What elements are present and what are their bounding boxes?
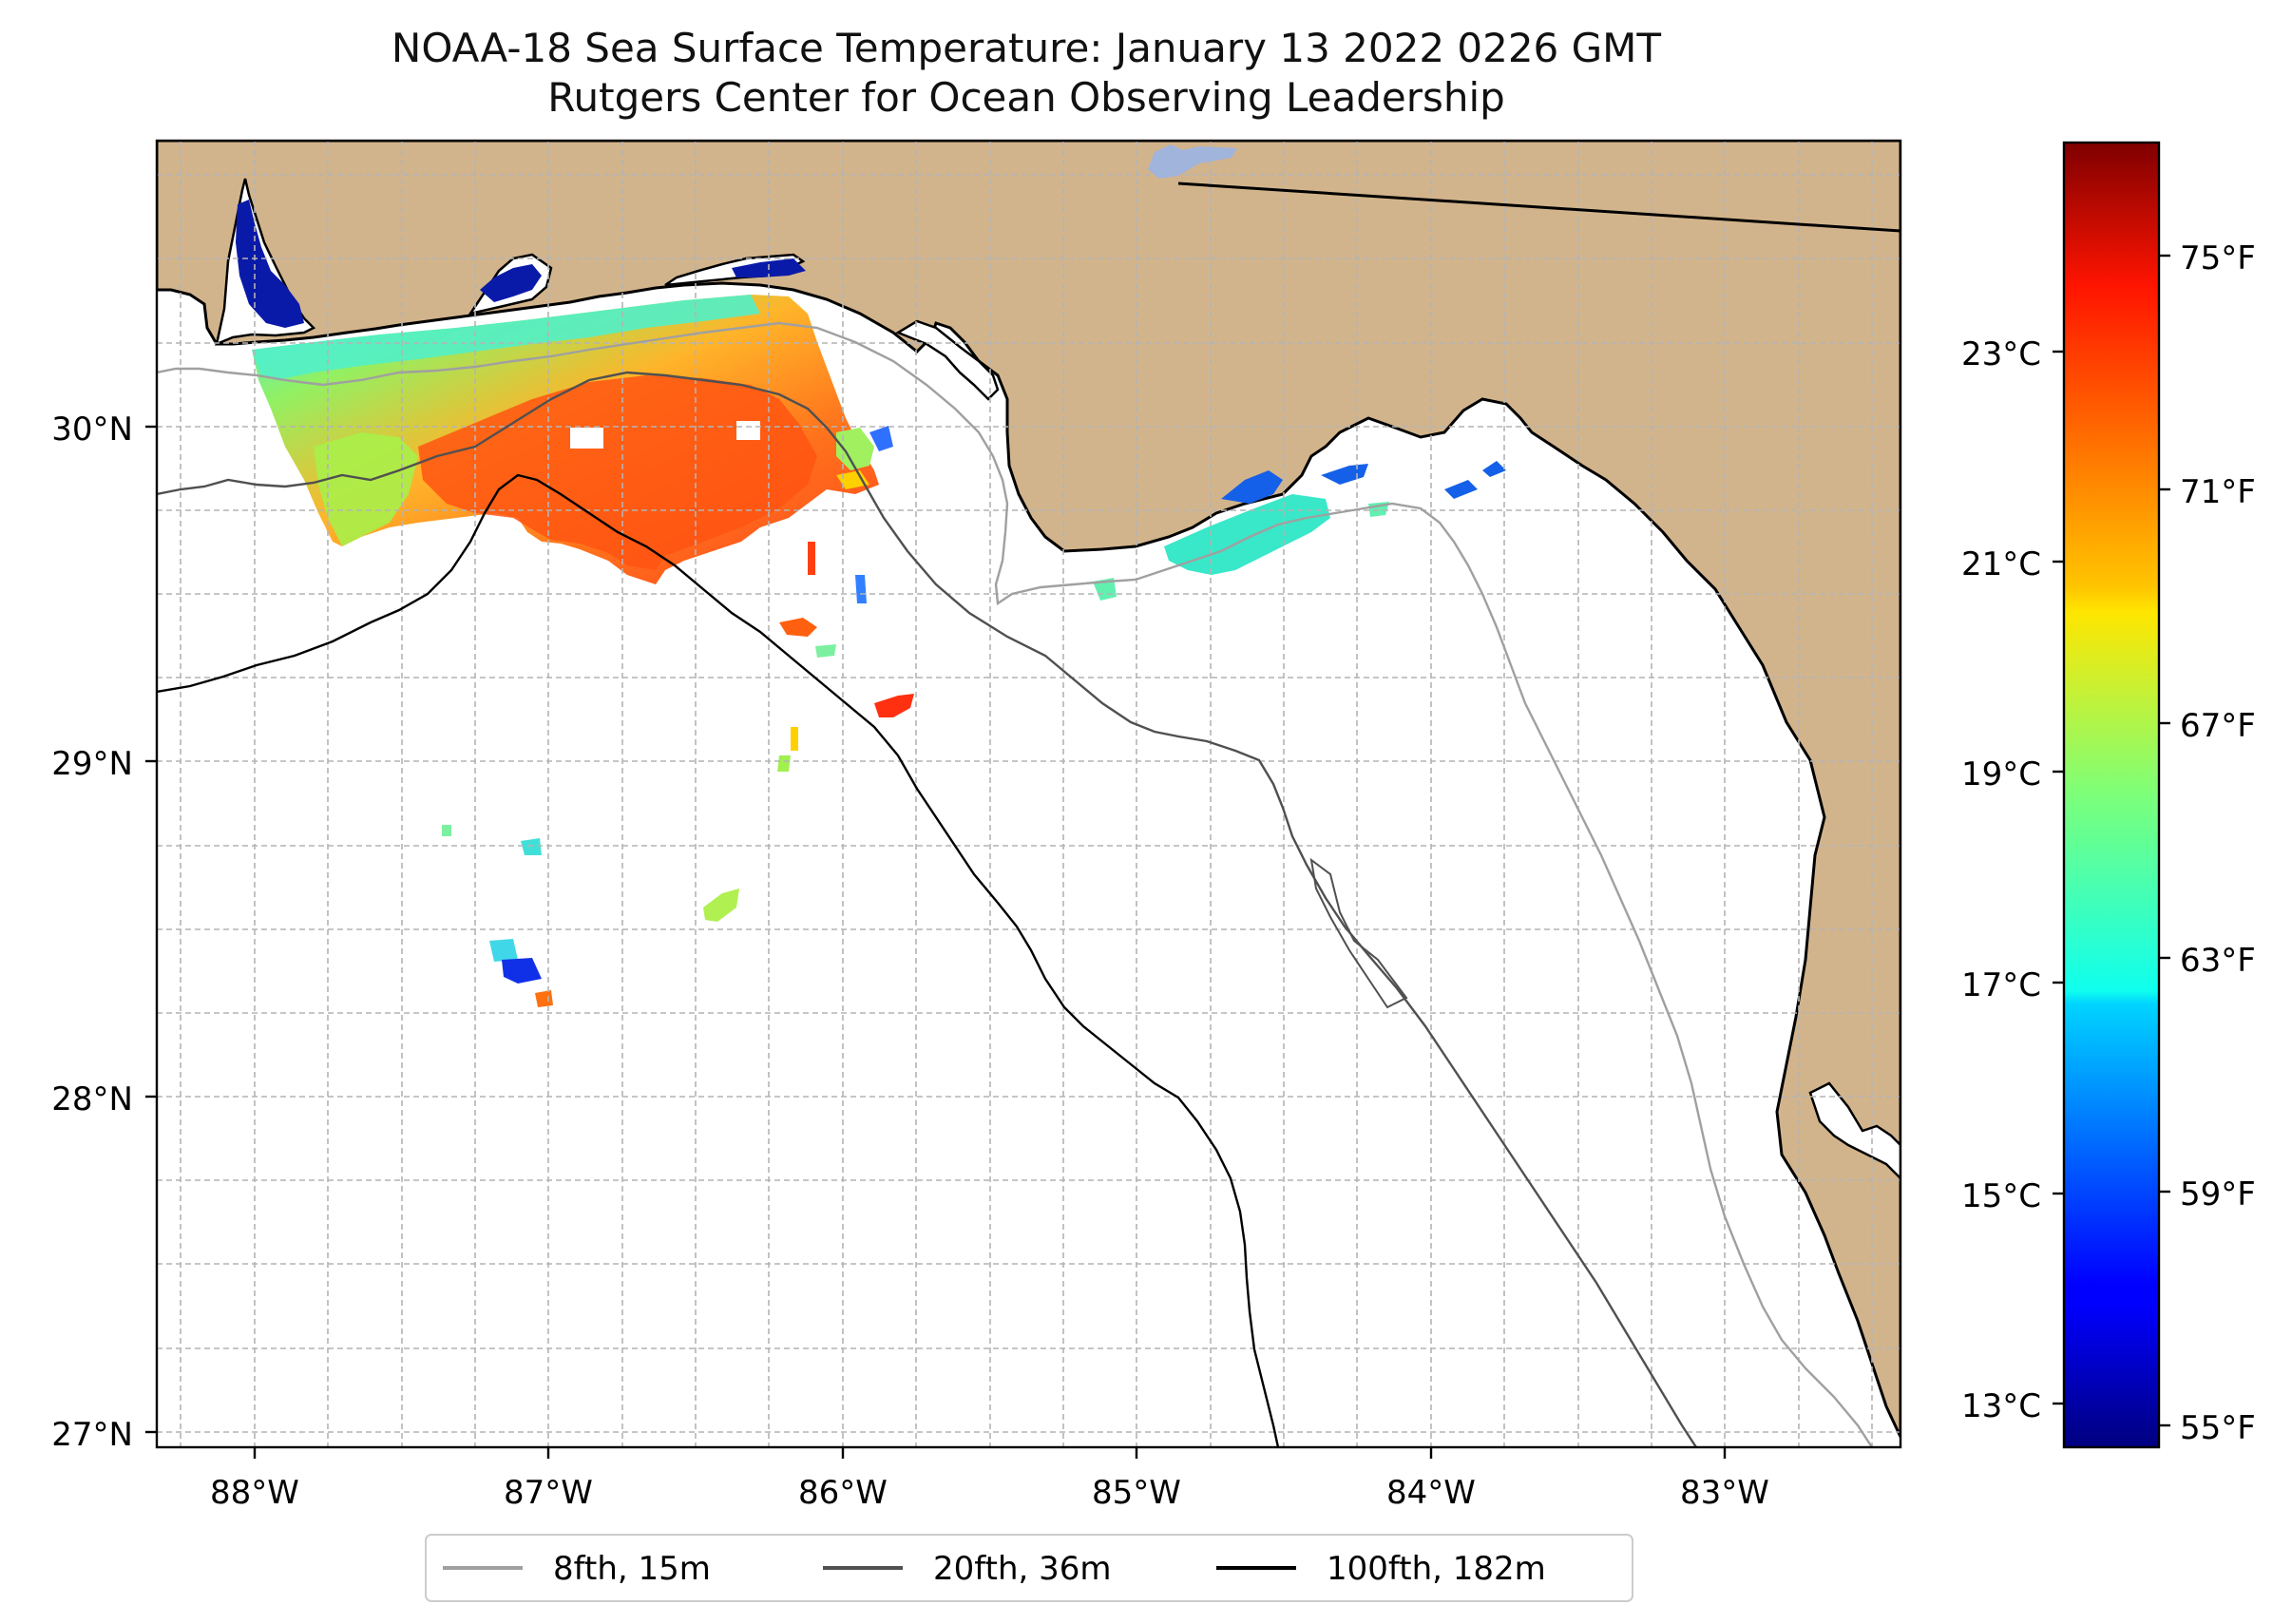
colorbar-fahrenheit-label: 71°F (2180, 473, 2256, 511)
tampa-bay (1808, 1081, 1900, 1180)
sst-patch (1093, 578, 1117, 601)
lon-label: 86°W (798, 1474, 888, 1512)
colorbar-celsius-label: 19°C (1961, 755, 2041, 793)
sst-patch (777, 755, 791, 772)
lon-label: 83°W (1680, 1474, 1769, 1512)
colorbar-fahrenheit-label: 75°F (2180, 239, 2256, 277)
map-layers (157, 141, 1900, 1447)
colorbar-fahrenheit-label: 55°F (2180, 1409, 2256, 1447)
sst-southwest-lobe (314, 432, 418, 546)
sst-patch (808, 542, 815, 575)
sst-patch (836, 470, 869, 489)
sst-patch (535, 990, 553, 1007)
sst-big-bend-patch (1164, 494, 1330, 575)
sst-big-bend-blue (1221, 470, 1283, 504)
isobath-8fth (157, 321, 1874, 1447)
chart-subtitle: Rutgers Center for Ocean Observing Leade… (547, 74, 1505, 121)
sst-patch (442, 825, 451, 836)
chart-title: NOAA-18 Sea Surface Temperature: January… (391, 25, 1662, 71)
lat-label: 30°N (51, 411, 133, 449)
lake-seminole (1148, 144, 1237, 179)
lat-axis (145, 425, 157, 1434)
sst-patch (855, 575, 867, 603)
isobath-100fth (157, 473, 1280, 1447)
lon-label: 88°W (210, 1474, 299, 1512)
sst-patch (815, 644, 836, 658)
colorbar-celsius-label: 15°C (1961, 1177, 2041, 1215)
sst-patch (489, 939, 518, 962)
cloud-gap (570, 428, 603, 449)
sst-warm-core (418, 375, 817, 570)
sst-patch (869, 426, 893, 451)
legend-label: 20fth, 36m (933, 1550, 1112, 1588)
colorbar-celsius-label: 13°C (1961, 1387, 2041, 1425)
sst-swath-coastal (252, 295, 760, 380)
lat-label: 28°N (51, 1080, 133, 1118)
legend: 8fth, 15m 20fth, 36m 100fth, 182m (425, 1534, 1633, 1602)
lat-label: 27°N (51, 1416, 133, 1454)
land-mainland (157, 141, 1900, 1438)
colorbar-celsius-label: 23°C (1961, 335, 2041, 373)
lon-label: 85°W (1092, 1474, 1181, 1512)
cloud-gap (736, 421, 760, 440)
legend-label: 100fth, 182m (1327, 1550, 1546, 1588)
sst-patch (779, 618, 817, 637)
sst-mobile-bay (236, 200, 304, 328)
sst-patch (791, 727, 798, 751)
sst-patch (502, 958, 542, 984)
sst-patch (874, 694, 914, 717)
colorbar-fahrenheit-label: 63°F (2180, 942, 2256, 980)
lon-label: 84°W (1386, 1474, 1476, 1512)
state-border (1177, 182, 1900, 233)
sst-patch (521, 838, 542, 855)
lat-label: 29°N (51, 745, 133, 783)
colorbar-celsius-label: 17°C (1961, 966, 2041, 1004)
isobath-20fth (157, 371, 1698, 1447)
colorbar-celsius-label: 21°C (1961, 545, 2041, 583)
map-frame (155, 139, 1902, 1449)
lon-axis (253, 1447, 1727, 1459)
colorbar-gradient (2062, 141, 2161, 1449)
sst-patch (836, 428, 874, 470)
sst-big-bend-blue (1444, 480, 1478, 499)
sst-pensacola-bay (480, 264, 542, 302)
graticule (157, 141, 1900, 1447)
sst-patch (703, 888, 739, 922)
lon-label: 87°W (504, 1474, 593, 1512)
legend-label: 8fth, 15m (553, 1550, 711, 1588)
isobath-20fth-shoal (1309, 857, 1408, 1009)
colorbar-fahrenheit-label: 67°F (2180, 707, 2256, 745)
colorbar-fahrenheit-label: 59°F (2180, 1175, 2256, 1213)
colorbar: 23°C 21°C 19°C 17°C 15°C 13°C 75°F 71°F … (1961, 141, 2256, 1449)
sst-big-bend-blue (1482, 461, 1506, 477)
st-andrew-bay (895, 319, 1000, 401)
